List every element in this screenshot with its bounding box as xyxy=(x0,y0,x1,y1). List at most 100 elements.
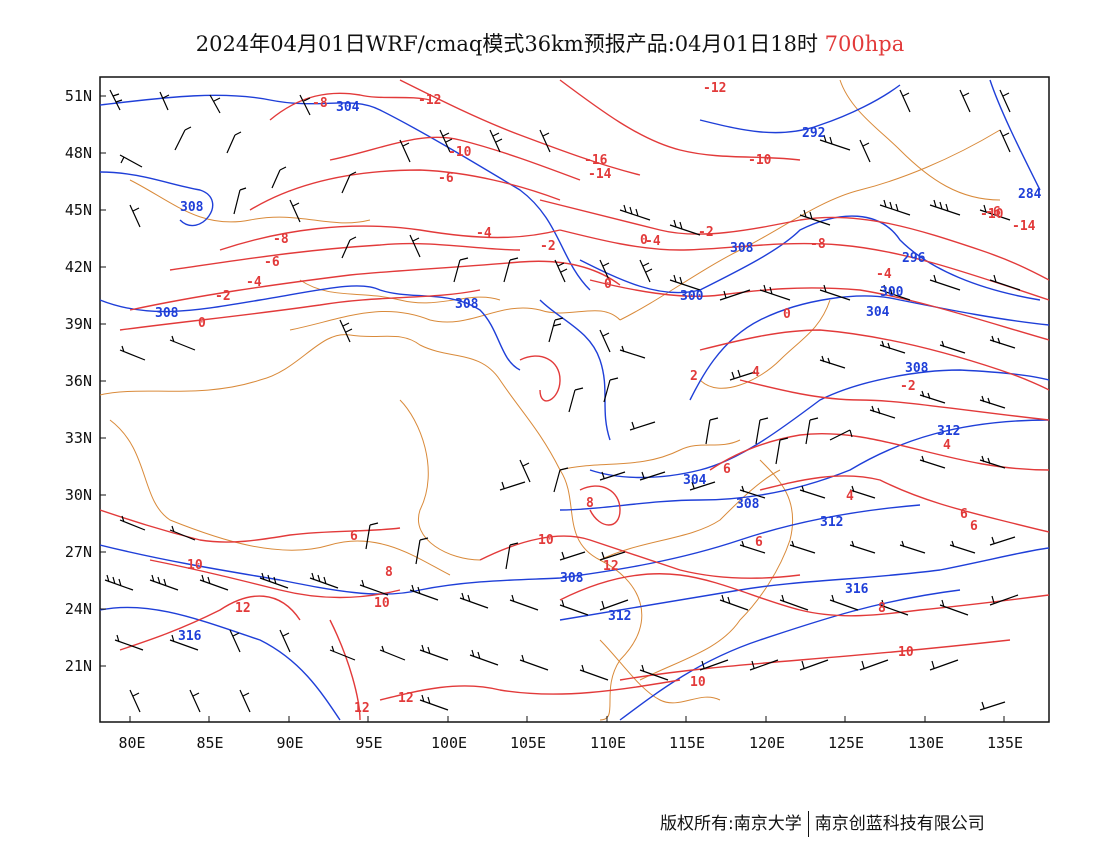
x-tick-label: 100E xyxy=(431,734,467,752)
height-label: 300 xyxy=(880,285,904,300)
height-labels: 304 308 308 308 300 308 292 296 300 304 … xyxy=(155,100,1042,644)
temperature-label: -4 xyxy=(246,275,262,290)
x-tick-label: 135E xyxy=(987,734,1023,752)
height-label: 304 xyxy=(866,305,890,320)
height-label: 308 xyxy=(180,200,204,215)
temperature-label: 0 xyxy=(783,307,791,322)
temperature-label: -2 xyxy=(698,225,714,240)
y-tick-label: 27N xyxy=(65,543,92,561)
temperature-label: -4 xyxy=(645,234,661,249)
tick-marks xyxy=(100,95,1005,722)
x-tick-label: 95E xyxy=(355,734,382,752)
height-label: 312 xyxy=(608,609,631,624)
temperature-label: 6 xyxy=(970,519,978,534)
height-label: 308 xyxy=(730,241,754,256)
temperature-labels: -8 -12 -10 -6 -8 -4 -2 -6 -4 -2 0 -12 -1… xyxy=(187,81,1036,716)
temperature-label: -8 xyxy=(273,232,289,247)
copyright-company: 南京创蓝科技有限公司 xyxy=(814,814,985,834)
x-tick-label: 90E xyxy=(276,734,303,752)
pressure-level: 700hpa xyxy=(824,32,905,56)
height-label: 308 xyxy=(736,497,760,512)
height-label: 300 xyxy=(680,289,704,304)
temperature-label: 2 xyxy=(690,369,698,384)
temperature-label: 8 xyxy=(878,601,886,616)
y-tick-label: 45N xyxy=(65,201,92,219)
x-tick-label: 130E xyxy=(908,734,944,752)
height-label: 308 xyxy=(455,297,479,312)
x-tick-label: 110E xyxy=(590,734,626,752)
temperature-label: -16 xyxy=(584,153,608,168)
y-tick-label: 30N xyxy=(65,486,92,504)
y-tick-label: 21N xyxy=(65,657,92,675)
temperature-label: -14 xyxy=(1012,219,1036,234)
temperature-label: -10 xyxy=(448,145,472,160)
copyright-owner: 版权所有:南京大学 xyxy=(660,814,802,834)
temperature-label: -6 xyxy=(985,205,1001,220)
temperature-label: 12 xyxy=(603,559,619,574)
temperature-label: -2 xyxy=(215,289,231,304)
copyright-footer: 版权所有:南京大学 南京创蓝科技有限公司 xyxy=(660,809,985,837)
x-tick-label: 120E xyxy=(749,734,785,752)
temperature-label: 6 xyxy=(723,462,731,477)
height-label: 308 xyxy=(155,306,179,321)
temperature-label: 4 xyxy=(846,489,854,504)
temperature-label: -6 xyxy=(438,171,454,186)
temperature-label: 8 xyxy=(586,496,594,511)
temperature-label: -12 xyxy=(703,81,726,96)
temperature-label: 6 xyxy=(960,507,968,522)
x-tick-label: 115E xyxy=(669,734,705,752)
temperature-label: 8 xyxy=(385,565,393,580)
height-label: 292 xyxy=(802,126,825,141)
height-label: 304 xyxy=(336,100,360,115)
map-title: 2024年04月01日WRF/cmaq模式36km预报产品:04月01日18时 … xyxy=(0,28,1100,58)
temperature-label: 0 xyxy=(198,316,206,331)
footer-divider xyxy=(807,811,809,837)
temperature-label: 10 xyxy=(898,645,914,660)
temperature-label: -8 xyxy=(312,96,328,111)
temperature-label: 6 xyxy=(755,535,763,550)
height-label: 312 xyxy=(937,424,960,439)
y-tick-label: 51N xyxy=(65,87,92,105)
temperature-label: 0 xyxy=(604,277,612,292)
temperature-label: 10 xyxy=(374,596,390,611)
height-label: 308 xyxy=(905,361,929,376)
temperature-label: -2 xyxy=(900,379,916,394)
y-tick-label: 33N xyxy=(65,429,92,447)
temperature-label: 12 xyxy=(354,701,370,716)
y-tick-label: 48N xyxy=(65,144,92,162)
temperature-label: -14 xyxy=(588,167,612,182)
x-tick-label: 80E xyxy=(118,734,145,752)
temperature-label: 12 xyxy=(398,691,414,706)
height-label: 316 xyxy=(845,582,869,597)
x-tick-label: 105E xyxy=(510,734,546,752)
temperature-label: 10 xyxy=(690,675,706,690)
title-text: 2024年04月01日WRF/cmaq模式36km预报产品:04月01日18时 xyxy=(195,32,818,56)
temperature-label: 10 xyxy=(187,558,203,573)
temperature-label: 4 xyxy=(752,365,760,380)
y-axis-labels: 51N 48N 45N 42N 39N 36N 33N 30N 27N 24N … xyxy=(65,87,92,675)
temperature-label: 6 xyxy=(350,529,358,544)
temperature-label: 10 xyxy=(538,533,554,548)
y-tick-label: 24N xyxy=(65,600,92,618)
x-axis-labels: 80E 85E 90E 95E 100E 105E 110E 115E 120E… xyxy=(118,734,1023,752)
x-tick-label: 85E xyxy=(196,734,223,752)
temperature-label: 0 xyxy=(640,233,648,248)
plot-frame xyxy=(99,76,1050,723)
temperature-label: -6 xyxy=(264,255,280,270)
temperature-label: -12 xyxy=(418,93,441,108)
y-tick-label: 42N xyxy=(65,258,92,276)
height-label: 312 xyxy=(820,515,843,530)
temperature-label: -4 xyxy=(876,267,892,282)
height-label: 284 xyxy=(1018,187,1042,202)
height-contours xyxy=(100,79,1049,721)
x-tick-label: 125E xyxy=(828,734,864,752)
temperature-label: -2 xyxy=(540,239,556,254)
temperature-contours xyxy=(100,79,1049,721)
temperature-label: -10 xyxy=(748,153,772,168)
wind-barbs xyxy=(104,89,1021,713)
temperature-label: 12 xyxy=(235,601,251,616)
temperature-label: -10 xyxy=(980,207,1004,222)
temperature-label: -8 xyxy=(810,237,826,252)
y-tick-label: 36N xyxy=(65,372,92,390)
